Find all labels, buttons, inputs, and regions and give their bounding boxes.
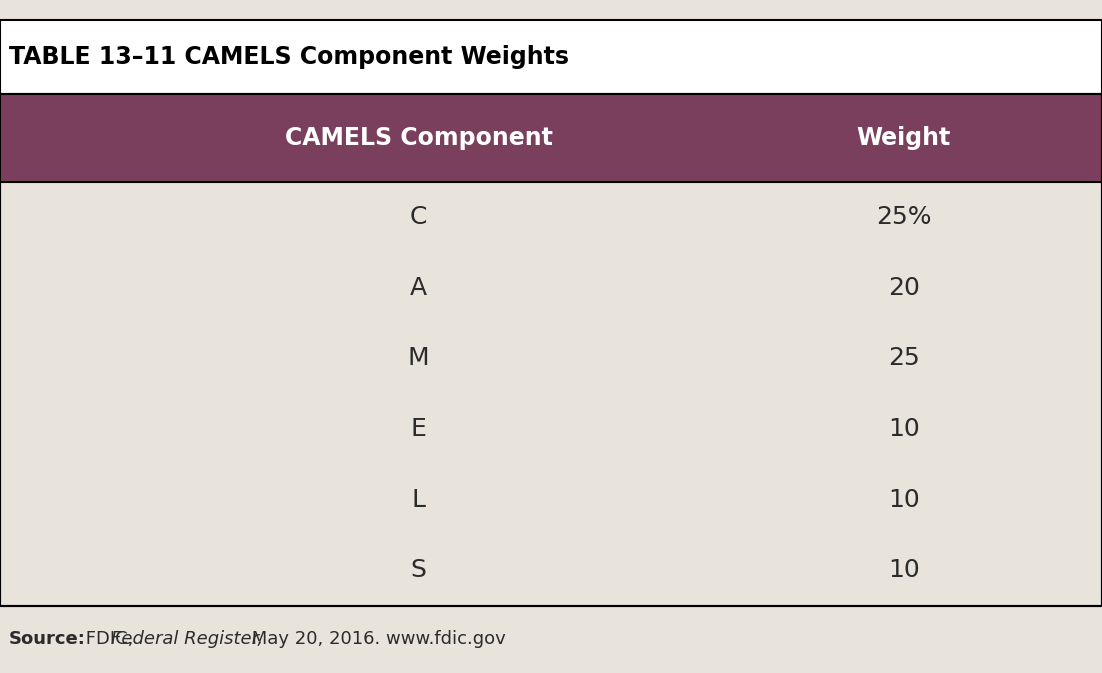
Text: TABLE 13–11 CAMELS Component Weights: TABLE 13–11 CAMELS Component Weights (9, 45, 569, 69)
Text: Source:: Source: (9, 631, 86, 648)
Text: CAMELS Component: CAMELS Component (284, 126, 553, 150)
Text: 25: 25 (888, 347, 919, 370)
FancyBboxPatch shape (0, 182, 1102, 606)
Text: M: M (408, 347, 430, 370)
Text: 20: 20 (888, 276, 919, 299)
Text: C: C (410, 205, 428, 229)
Text: May 20, 2016. www.fdic.gov: May 20, 2016. www.fdic.gov (246, 631, 506, 648)
Text: 10: 10 (888, 417, 919, 441)
Text: 10: 10 (888, 559, 919, 582)
Text: Weight: Weight (856, 126, 951, 150)
FancyBboxPatch shape (0, 20, 1102, 94)
FancyBboxPatch shape (0, 94, 1102, 182)
Text: A: A (410, 276, 428, 299)
Text: E: E (411, 417, 426, 441)
Text: L: L (412, 488, 425, 511)
Text: Federal Register,: Federal Register, (111, 631, 263, 648)
Text: FDIC,: FDIC, (80, 631, 140, 648)
Text: 25%: 25% (876, 205, 931, 229)
Text: 10: 10 (888, 488, 919, 511)
Text: S: S (411, 559, 426, 582)
